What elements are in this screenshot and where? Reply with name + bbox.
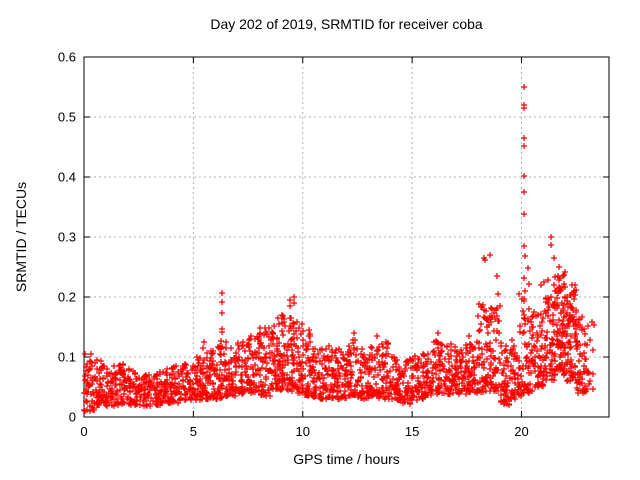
y-tick-label: 0.3 xyxy=(58,230,76,245)
y-tick-label: 0.4 xyxy=(58,170,76,185)
y-tick-label: 0.1 xyxy=(58,350,76,365)
x-tick-label: 5 xyxy=(190,424,197,439)
x-tick-label: 20 xyxy=(514,424,528,439)
scatter-points xyxy=(81,84,597,414)
x-axis-label: GPS time / hours xyxy=(293,451,400,467)
y-tick-label: 0.2 xyxy=(58,290,76,305)
y-tick-label: 0.5 xyxy=(58,110,76,125)
y-tick-label: 0.6 xyxy=(58,50,76,65)
y-tick-label: 0 xyxy=(69,410,76,425)
x-tick-label: 10 xyxy=(296,424,310,439)
x-tick-label: 15 xyxy=(405,424,419,439)
x-tick-label: 0 xyxy=(80,424,87,439)
chart-title: Day 202 of 2019, SRMTID for receiver cob… xyxy=(210,16,483,32)
